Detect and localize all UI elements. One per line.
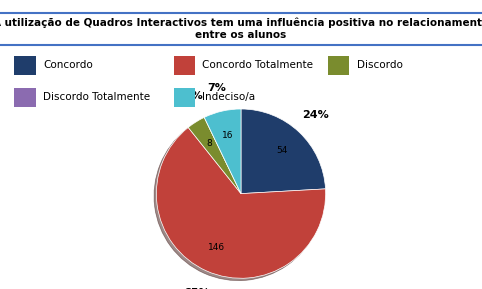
- Text: Indeciso/a: Indeciso/a: [202, 92, 255, 102]
- Wedge shape: [204, 109, 241, 194]
- Wedge shape: [204, 117, 241, 194]
- FancyBboxPatch shape: [14, 56, 36, 75]
- Wedge shape: [156, 127, 326, 278]
- Text: 146: 146: [208, 243, 226, 252]
- Text: 0%: 0%: [185, 91, 203, 101]
- Text: 65%: 65%: [184, 288, 210, 289]
- Text: Discordo Totalmente: Discordo Totalmente: [43, 92, 150, 102]
- Text: Concordo Totalmente: Concordo Totalmente: [202, 60, 313, 70]
- Text: Discordo: Discordo: [357, 60, 402, 70]
- FancyBboxPatch shape: [174, 88, 195, 107]
- FancyBboxPatch shape: [174, 56, 195, 75]
- Text: 8: 8: [207, 139, 213, 148]
- Text: 54: 54: [276, 146, 287, 155]
- Text: 4%: 4%: [174, 97, 193, 107]
- Text: 16: 16: [222, 131, 234, 140]
- FancyBboxPatch shape: [14, 88, 36, 107]
- Wedge shape: [241, 109, 325, 194]
- Wedge shape: [188, 117, 241, 194]
- Text: A utilização de Quadros Interactivos tem uma influência positiva no relacionamen: A utilização de Quadros Interactivos tem…: [0, 18, 482, 40]
- Text: Concordo: Concordo: [43, 60, 93, 70]
- Text: 24%: 24%: [302, 110, 329, 120]
- FancyBboxPatch shape: [328, 56, 349, 75]
- Text: 7%: 7%: [207, 83, 227, 93]
